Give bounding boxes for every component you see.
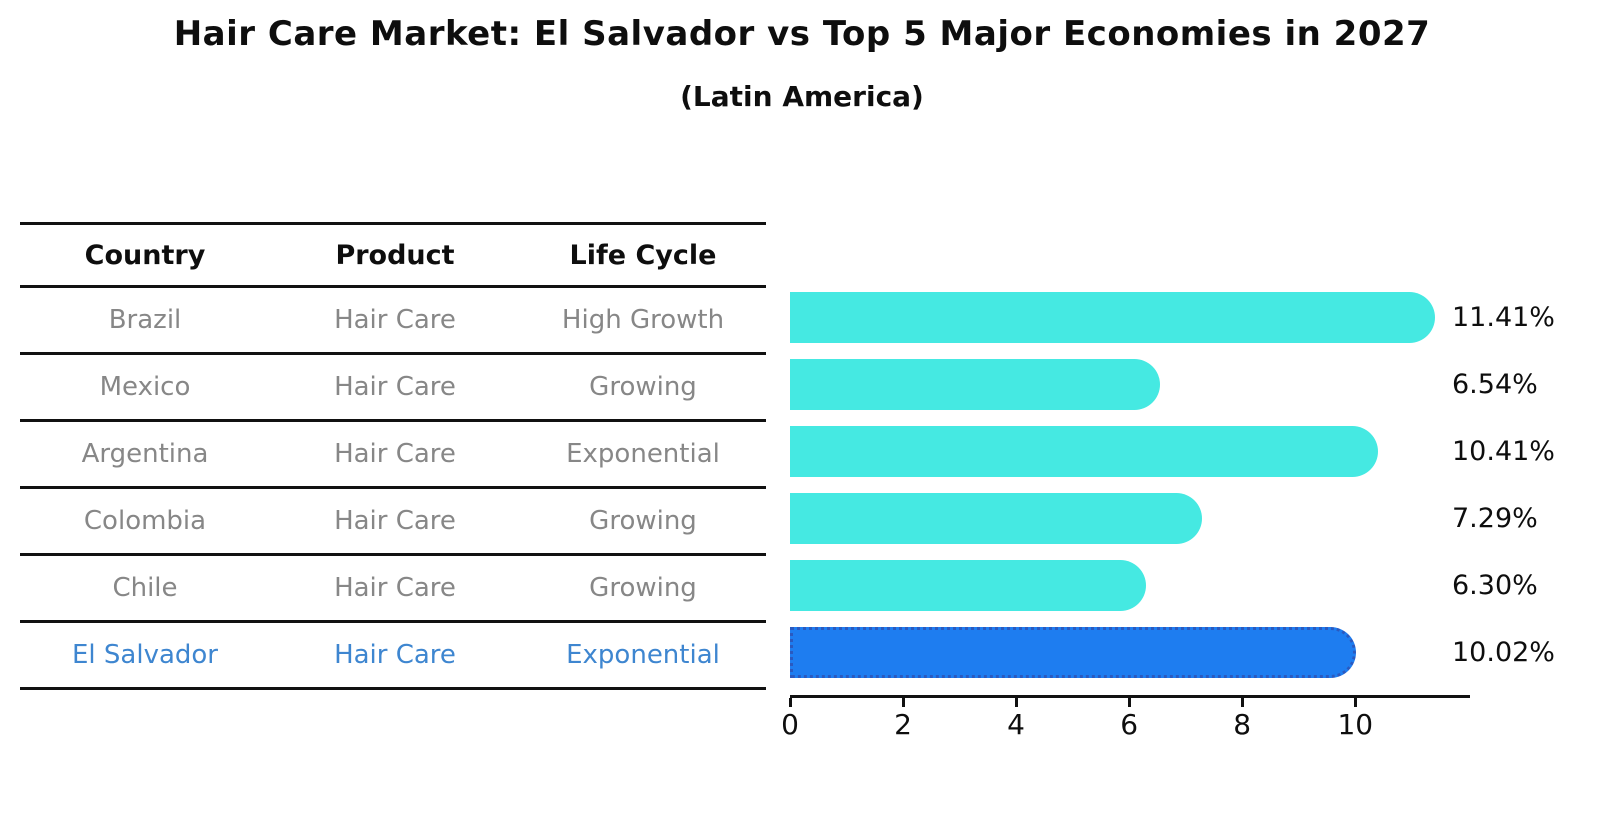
- table-cell: Hair Care: [334, 305, 456, 335]
- x-axis-tick-label: 0: [781, 708, 799, 741]
- table-cell: Colombia: [83, 506, 207, 536]
- table-header-cell: Country: [84, 239, 206, 271]
- table-cell: Hair Care: [334, 439, 456, 469]
- x-axis-tick-label: 10: [1337, 708, 1374, 741]
- table-cell: Growing: [589, 573, 697, 603]
- bar-value-label: 6.30%: [1452, 570, 1538, 601]
- table-cell: Hair Care: [334, 506, 456, 536]
- bar-row: 10.41%: [790, 422, 1604, 489]
- table-cell: Exponential: [566, 439, 720, 469]
- x-axis-tick-label: 4: [1007, 708, 1025, 741]
- chart-subtitle: (Latin America): [680, 80, 924, 113]
- x-axis-tick-label: 8: [1233, 708, 1252, 741]
- table-cell: Brazil: [108, 305, 182, 335]
- bar: [790, 426, 1379, 477]
- bar-row: 11.41%: [790, 288, 1604, 355]
- bar: [790, 292, 1435, 343]
- table-cell: Hair Care: [334, 640, 456, 670]
- data-table: Country Product Life Cycle Brazil Hair Care…: [20, 222, 766, 690]
- x-axis-tick-label: 2: [894, 708, 912, 741]
- bar-row: 10.02%: [790, 623, 1604, 690]
- bar-row: 7.29%: [790, 489, 1604, 556]
- bar: [790, 359, 1160, 410]
- table-row: Brazil Hair Care High Growth: [20, 288, 766, 355]
- table-row: Chile Hair Care Growing: [20, 556, 766, 623]
- bar-value-label: 10.02%: [1452, 637, 1555, 668]
- table-row: Argentina Hair Care Exponential: [20, 422, 766, 489]
- table-cell: Exponential: [566, 640, 720, 670]
- table-header-cell: Life Cycle: [569, 239, 717, 271]
- bar-value-label: 11.41%: [1452, 302, 1555, 333]
- table-cell: Hair Care: [334, 372, 456, 402]
- bar-value-label: 6.54%: [1452, 369, 1538, 400]
- bar-value-label: 7.29%: [1452, 503, 1538, 534]
- bar: [790, 493, 1203, 544]
- table-cell: Chile: [112, 573, 178, 603]
- bar-row: 6.54%: [790, 355, 1604, 422]
- bar: [790, 560, 1147, 611]
- x-axis-tick-mark: [1240, 698, 1244, 707]
- table-body: Brazil Hair Care High Growth Mexico Hair Car…: [20, 288, 766, 690]
- table-header-cell: Product: [335, 239, 455, 271]
- bar-row: 6.30%: [790, 556, 1604, 623]
- table-cell: Growing: [589, 372, 697, 402]
- bar-plot-area: 11.41% 6.54% 10.41% 7.29% 6.30% 10.02%: [790, 288, 1604, 690]
- table-cell: Growing: [589, 506, 697, 536]
- chart-title: Hair Care Market: El Salvador vs Top 5 M…: [173, 14, 1431, 54]
- x-axis-tick-mark: [1014, 698, 1018, 707]
- table-row: Mexico Hair Care Growing: [20, 355, 766, 422]
- bar-value-label: 10.41%: [1452, 436, 1555, 467]
- x-axis-tick-mark: [1353, 698, 1357, 707]
- bar-highlighted: [790, 627, 1357, 678]
- x-axis-tick-label: 6: [1120, 708, 1139, 741]
- table-row: Colombia Hair Care Growing: [20, 489, 766, 556]
- table-cell: High Growth: [561, 305, 725, 335]
- table-row: El Salvador Hair Care Exponential: [20, 623, 766, 690]
- table-cell: Argentina: [81, 439, 209, 469]
- table-cell: El Salvador: [72, 640, 218, 670]
- table-cell: Mexico: [99, 372, 191, 402]
- x-axis-tick-mark: [1127, 698, 1131, 707]
- x-axis-tick-mark: [901, 698, 905, 707]
- x-axis-line: [790, 695, 1470, 698]
- x-axis-tick-mark: [788, 698, 792, 707]
- table-header-row: Country Product Life Cycle: [20, 222, 766, 288]
- table-cell: Hair Care: [334, 573, 456, 603]
